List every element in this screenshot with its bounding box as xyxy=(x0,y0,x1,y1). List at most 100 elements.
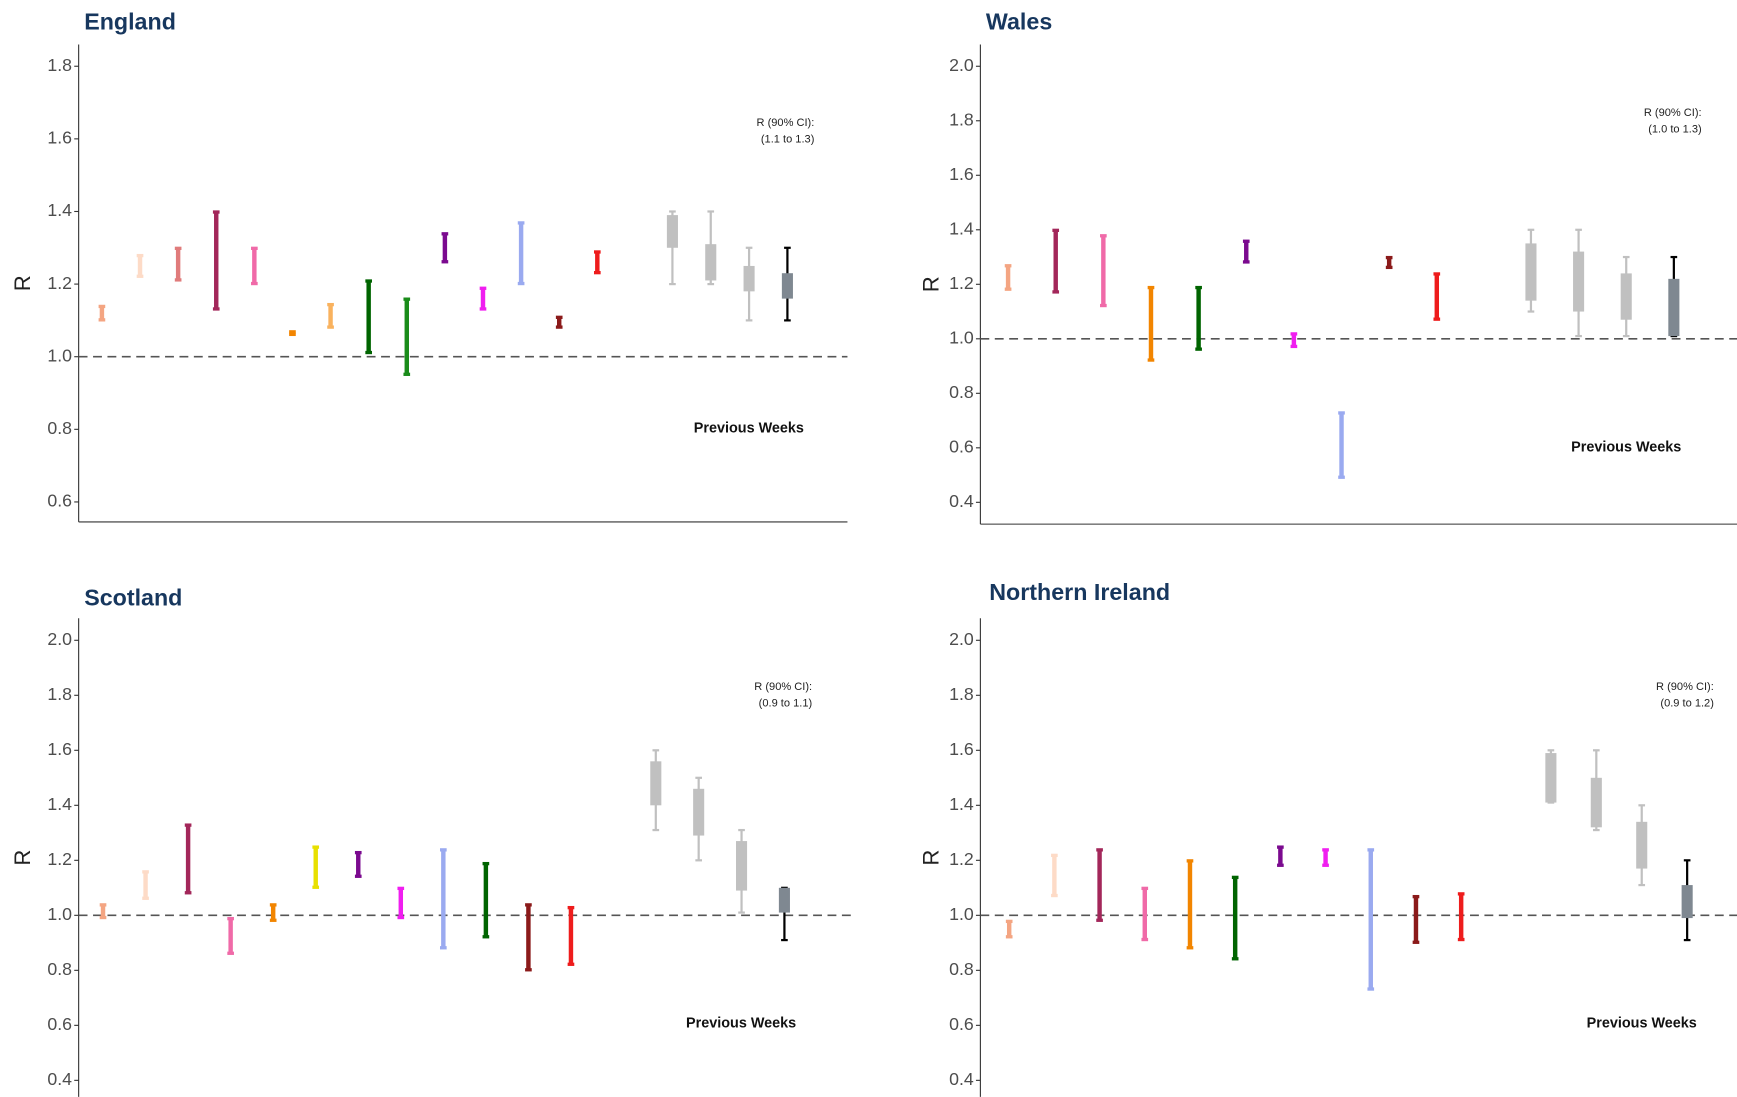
cap xyxy=(1096,918,1103,922)
ci-label: R (90% CI): xyxy=(754,681,812,693)
y-tick-label: 1.0 xyxy=(47,345,72,365)
box xyxy=(693,788,705,836)
y-tick-label: 0.8 xyxy=(47,959,72,979)
box xyxy=(705,244,717,281)
cap xyxy=(1195,285,1202,290)
cap xyxy=(1277,845,1284,849)
y-tick-label: 2.0 xyxy=(949,629,974,649)
cap xyxy=(567,905,575,910)
y-tick-label: 1.6 xyxy=(949,739,974,759)
cap xyxy=(1277,863,1284,867)
y-tick-label: 0.8 xyxy=(949,382,974,402)
cap xyxy=(227,951,234,955)
ci-range: (0.9 to 1.1) xyxy=(759,698,813,710)
y-tick-label: 0.4 xyxy=(949,491,974,511)
cap xyxy=(99,903,107,907)
y-axis-label: R xyxy=(10,850,35,866)
cap xyxy=(1096,848,1103,852)
interval xyxy=(270,904,276,921)
interval xyxy=(1458,893,1464,941)
interval xyxy=(1142,887,1147,941)
interval xyxy=(313,846,318,888)
cap xyxy=(1242,260,1250,264)
interval xyxy=(228,918,233,954)
cap xyxy=(555,315,563,319)
cap xyxy=(555,325,563,329)
cap xyxy=(1385,255,1393,260)
interval xyxy=(1434,273,1440,320)
y-tick-label: 1.4 xyxy=(949,218,974,238)
cap xyxy=(1367,987,1375,991)
interval xyxy=(214,211,219,310)
box xyxy=(743,265,755,292)
cap xyxy=(525,968,532,972)
y-tick-label: 0.6 xyxy=(949,1014,974,1034)
cap xyxy=(479,286,487,290)
box xyxy=(1545,753,1557,803)
y-tick-label: 1.8 xyxy=(949,684,974,704)
cap xyxy=(1322,848,1329,852)
interval xyxy=(252,247,257,285)
cap xyxy=(1338,411,1345,415)
y-axis-label: R xyxy=(919,850,944,866)
interval xyxy=(404,298,409,375)
cap xyxy=(397,886,405,891)
box xyxy=(650,761,662,806)
y-tick-label: 1.4 xyxy=(949,794,974,814)
previous-label: Previous Weeks xyxy=(1571,439,1681,455)
cap xyxy=(1051,893,1058,898)
cap xyxy=(289,332,296,337)
y-tick-label: 2.0 xyxy=(949,55,974,75)
cap xyxy=(403,297,411,301)
y-tick-label: 1.0 xyxy=(949,327,974,347)
box xyxy=(1668,278,1680,337)
interval xyxy=(1278,846,1283,866)
y-tick-label: 0.6 xyxy=(47,491,72,511)
cap xyxy=(1231,875,1239,880)
cap xyxy=(354,874,362,878)
cap xyxy=(440,946,447,950)
interval xyxy=(1005,265,1011,290)
cap xyxy=(1052,290,1060,294)
box xyxy=(1573,251,1585,312)
ci-range: (1.1 to 1.3) xyxy=(761,134,814,146)
chart-title: Scotland xyxy=(84,585,182,611)
cap xyxy=(136,274,144,278)
cap xyxy=(441,232,449,236)
interval xyxy=(175,247,181,281)
cap xyxy=(482,935,490,939)
y-tick-label: 0.8 xyxy=(949,959,974,979)
interval xyxy=(185,824,191,894)
chart-title: England xyxy=(84,9,176,35)
cap xyxy=(269,918,277,922)
y-axis-label: R xyxy=(919,276,944,292)
cap xyxy=(1147,285,1155,290)
cap xyxy=(136,253,144,258)
previous-label: Previous Weeks xyxy=(1587,1016,1697,1032)
y-tick-label: 1.6 xyxy=(47,128,72,148)
cap xyxy=(212,307,220,311)
cap xyxy=(1195,347,1202,351)
interval xyxy=(1339,412,1344,478)
interval xyxy=(1244,240,1249,263)
y-tick-label: 1.4 xyxy=(47,794,72,814)
box xyxy=(1681,885,1693,919)
y-tick-label: 0.4 xyxy=(47,1069,72,1089)
cap xyxy=(269,903,277,907)
interval xyxy=(1148,287,1154,361)
cap xyxy=(593,270,601,275)
y-tick-label: 1.6 xyxy=(47,739,72,759)
cap xyxy=(1141,937,1149,942)
box xyxy=(1590,777,1602,828)
y-tick-label: 1.8 xyxy=(47,684,72,704)
box xyxy=(781,273,793,299)
cap xyxy=(1412,894,1420,899)
cap xyxy=(142,870,149,874)
ci-label: R (90% CI): xyxy=(1644,107,1702,119)
cap xyxy=(1100,303,1107,308)
cap xyxy=(1433,317,1441,321)
y-tick-label: 1.0 xyxy=(949,904,974,924)
cap xyxy=(365,279,372,283)
ci-label: R (90% CI): xyxy=(757,117,815,129)
cap xyxy=(1242,239,1250,243)
